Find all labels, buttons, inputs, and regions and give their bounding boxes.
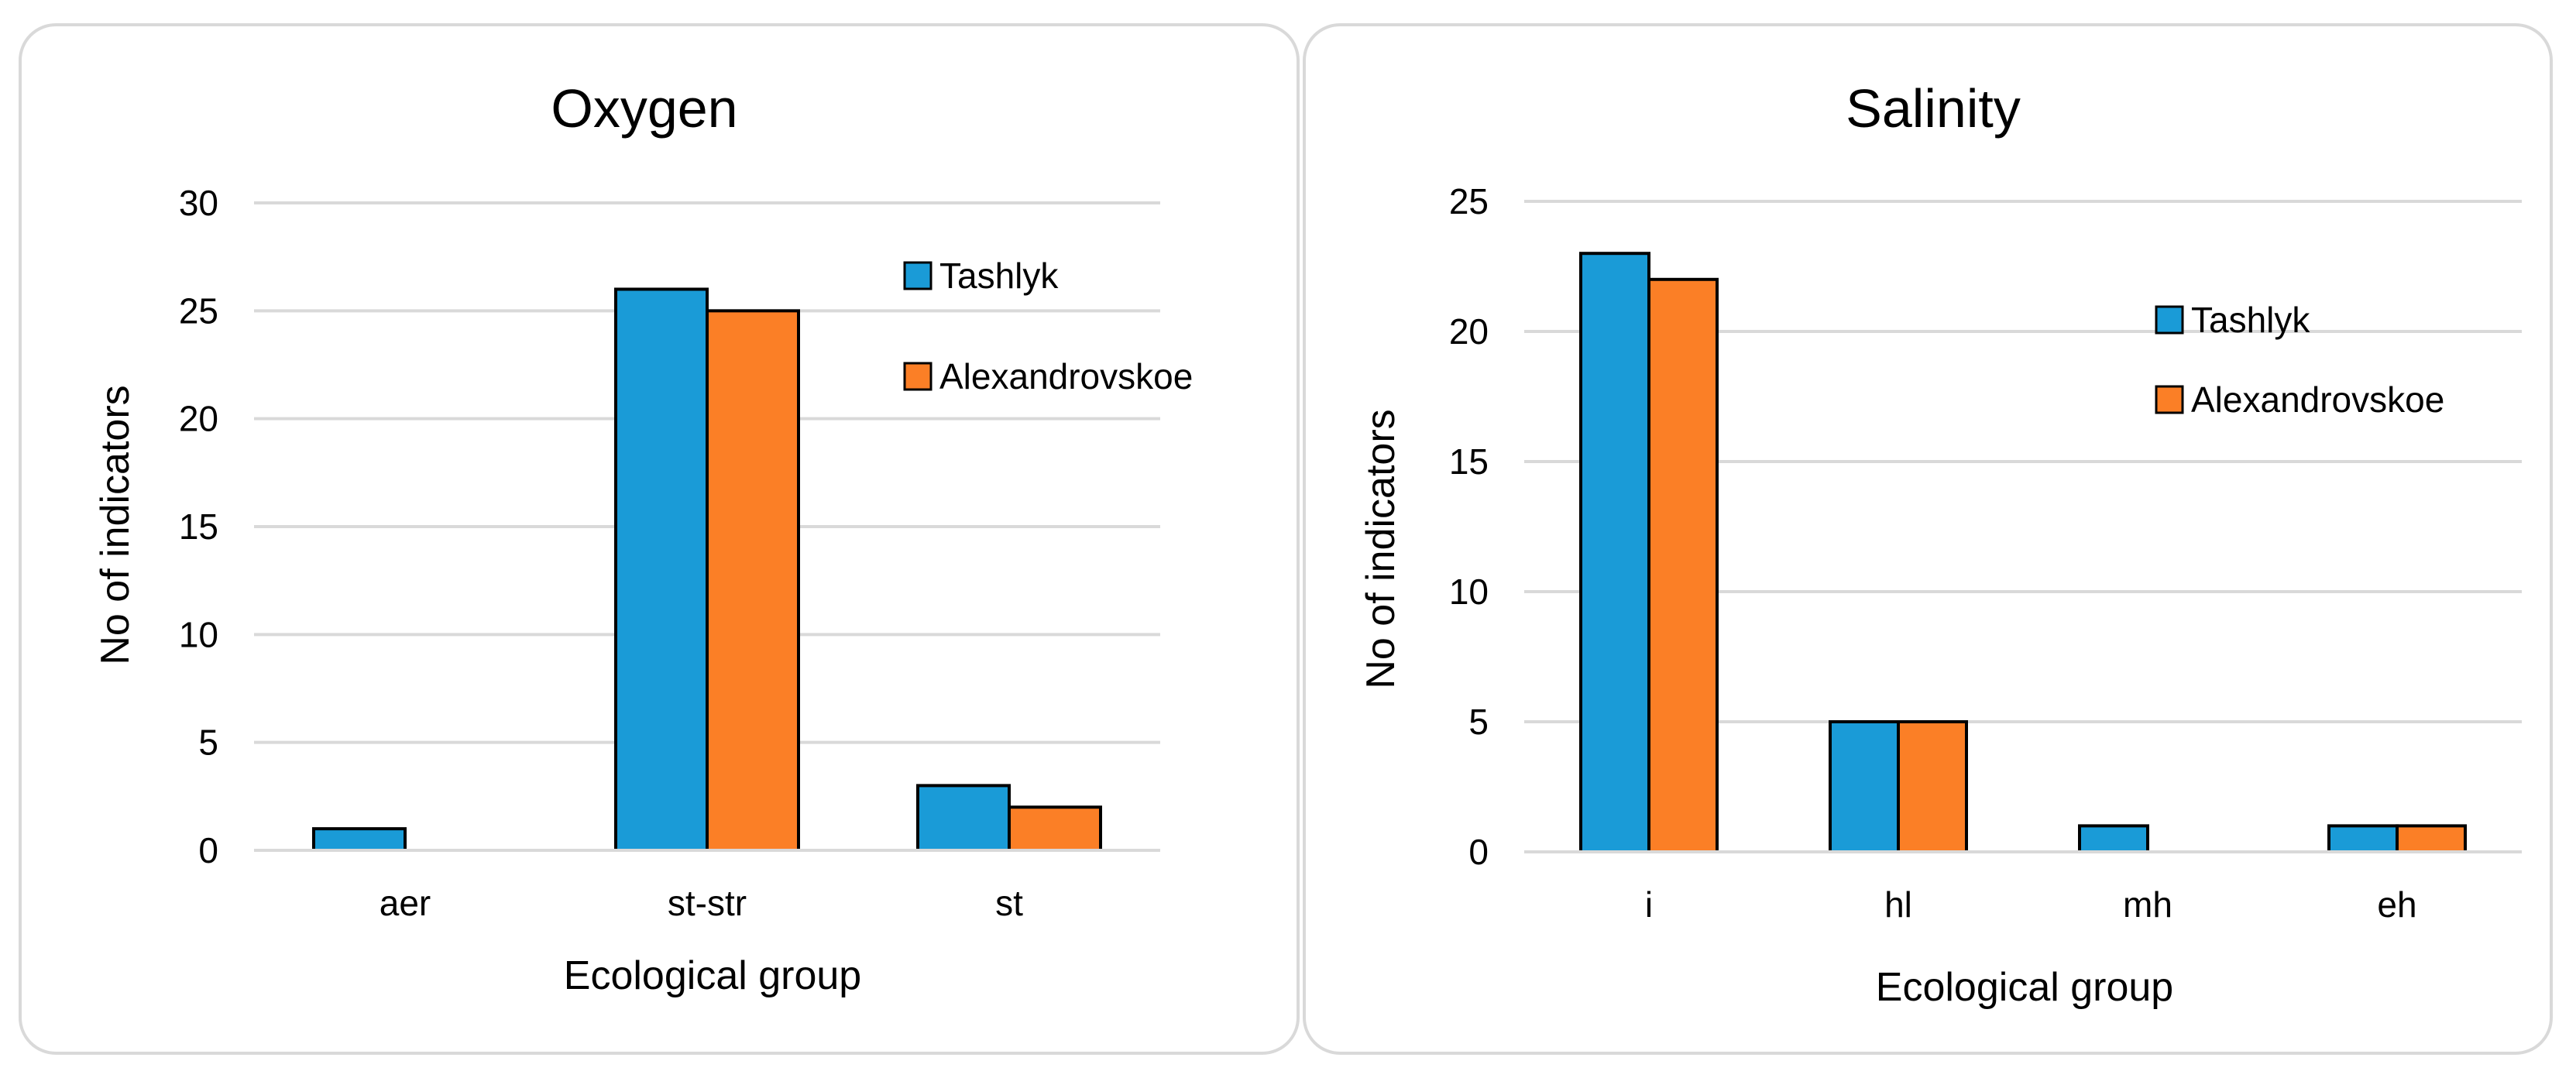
x-tick-labels: i hl mh eh	[1645, 884, 2417, 925]
x-tick-label: aer	[380, 883, 431, 923]
bar-tashlyk-st-str	[614, 287, 709, 852]
bar-alexandrovskoe-i	[1647, 277, 1719, 853]
y-tick-label: 30	[179, 183, 218, 223]
y-axis-label: No of indicators	[1358, 409, 1403, 688]
salinity-chart-panel: Salinity 0 5 10 15 20 25 i hl mh eh Ecological g…	[1303, 23, 2553, 1055]
y-tick-label: 5	[198, 723, 218, 763]
chart-title: Oxygen	[551, 78, 737, 139]
chart-title: Salinity	[1846, 78, 2021, 139]
bar-tashlyk-mh	[2078, 824, 2149, 854]
y-tick-label: 10	[1449, 572, 1489, 612]
legend-label-alexandrovskoe: Alexandrovskoe	[939, 356, 1193, 397]
legend-swatch-tashlyk	[2155, 305, 2184, 335]
legend-swatch-alexandrovskoe	[2155, 385, 2184, 414]
legend-label-alexandrovskoe: Alexandrovskoe	[2191, 379, 2444, 420]
bar-tashlyk-hl	[1829, 720, 1900, 853]
legend-swatch-alexandrovskoe	[903, 362, 933, 391]
legend: Tashlyk Alexandrovskoe	[2155, 300, 2444, 420]
bar-tashlyk-st	[916, 784, 1011, 853]
salinity-chart: Salinity 0 5 10 15 20 25 i hl mh eh Ecological g…	[1358, 78, 2522, 1010]
legend-swatch-tashlyk	[903, 261, 933, 290]
y-tick-label: 0	[198, 830, 218, 870]
y-tick-label: 20	[1449, 311, 1489, 352]
y-tick-label: 5	[1468, 702, 1489, 742]
oxygen-chart-panel: Oxygen 0 5 10 15 20 25 30 aer st-str st Ecologic…	[19, 23, 1300, 1055]
x-axis-label: Ecological group	[564, 953, 861, 998]
bar-alexandrovskoe-eh	[2396, 824, 2467, 854]
bar-alexandrovskoe-st-str	[706, 309, 800, 853]
legend: Tashlyk Alexandrovskoe	[903, 256, 1193, 397]
y-tick-label: 15	[1449, 441, 1489, 482]
x-tick-label: eh	[2377, 884, 2416, 925]
x-tick-label: st	[995, 883, 1023, 923]
legend-label-tashlyk: Tashlyk	[2191, 300, 2310, 340]
bar-alexandrovskoe-hl	[1897, 720, 1968, 853]
bars	[1579, 252, 2467, 854]
bars	[312, 287, 1102, 853]
bar-tashlyk-aer	[312, 827, 407, 852]
x-tick-label: i	[1645, 884, 1653, 925]
x-tick-label: st-str	[668, 883, 747, 923]
x-axis-label: Ecological group	[1876, 965, 2173, 1010]
y-axis-label: No of indicators	[93, 385, 138, 664]
y-tick-label: 10	[179, 614, 218, 654]
y-tick-labels: 0 5 10 15 20 25	[1449, 181, 1489, 872]
bar-alexandrovskoe-st	[1008, 805, 1102, 852]
y-tick-label: 15	[179, 506, 218, 547]
y-tick-label: 25	[1449, 181, 1489, 221]
x-tick-labels: aer st-str st	[380, 883, 1023, 923]
y-tick-label: 20	[179, 399, 218, 439]
oxygen-chart: Oxygen 0 5 10 15 20 25 30 aer st-str st Ecologic…	[93, 78, 1193, 998]
y-tick-label: 25	[179, 290, 218, 331]
y-tick-label: 0	[1468, 832, 1489, 872]
bar-tashlyk-i	[1579, 252, 1650, 853]
y-tick-labels: 0 5 10 15 20 25 30	[179, 183, 218, 870]
legend-label-tashlyk: Tashlyk	[939, 256, 1059, 296]
bar-tashlyk-eh	[2327, 824, 2399, 854]
x-tick-label: hl	[1884, 884, 1912, 925]
x-tick-label: mh	[2123, 884, 2172, 925]
